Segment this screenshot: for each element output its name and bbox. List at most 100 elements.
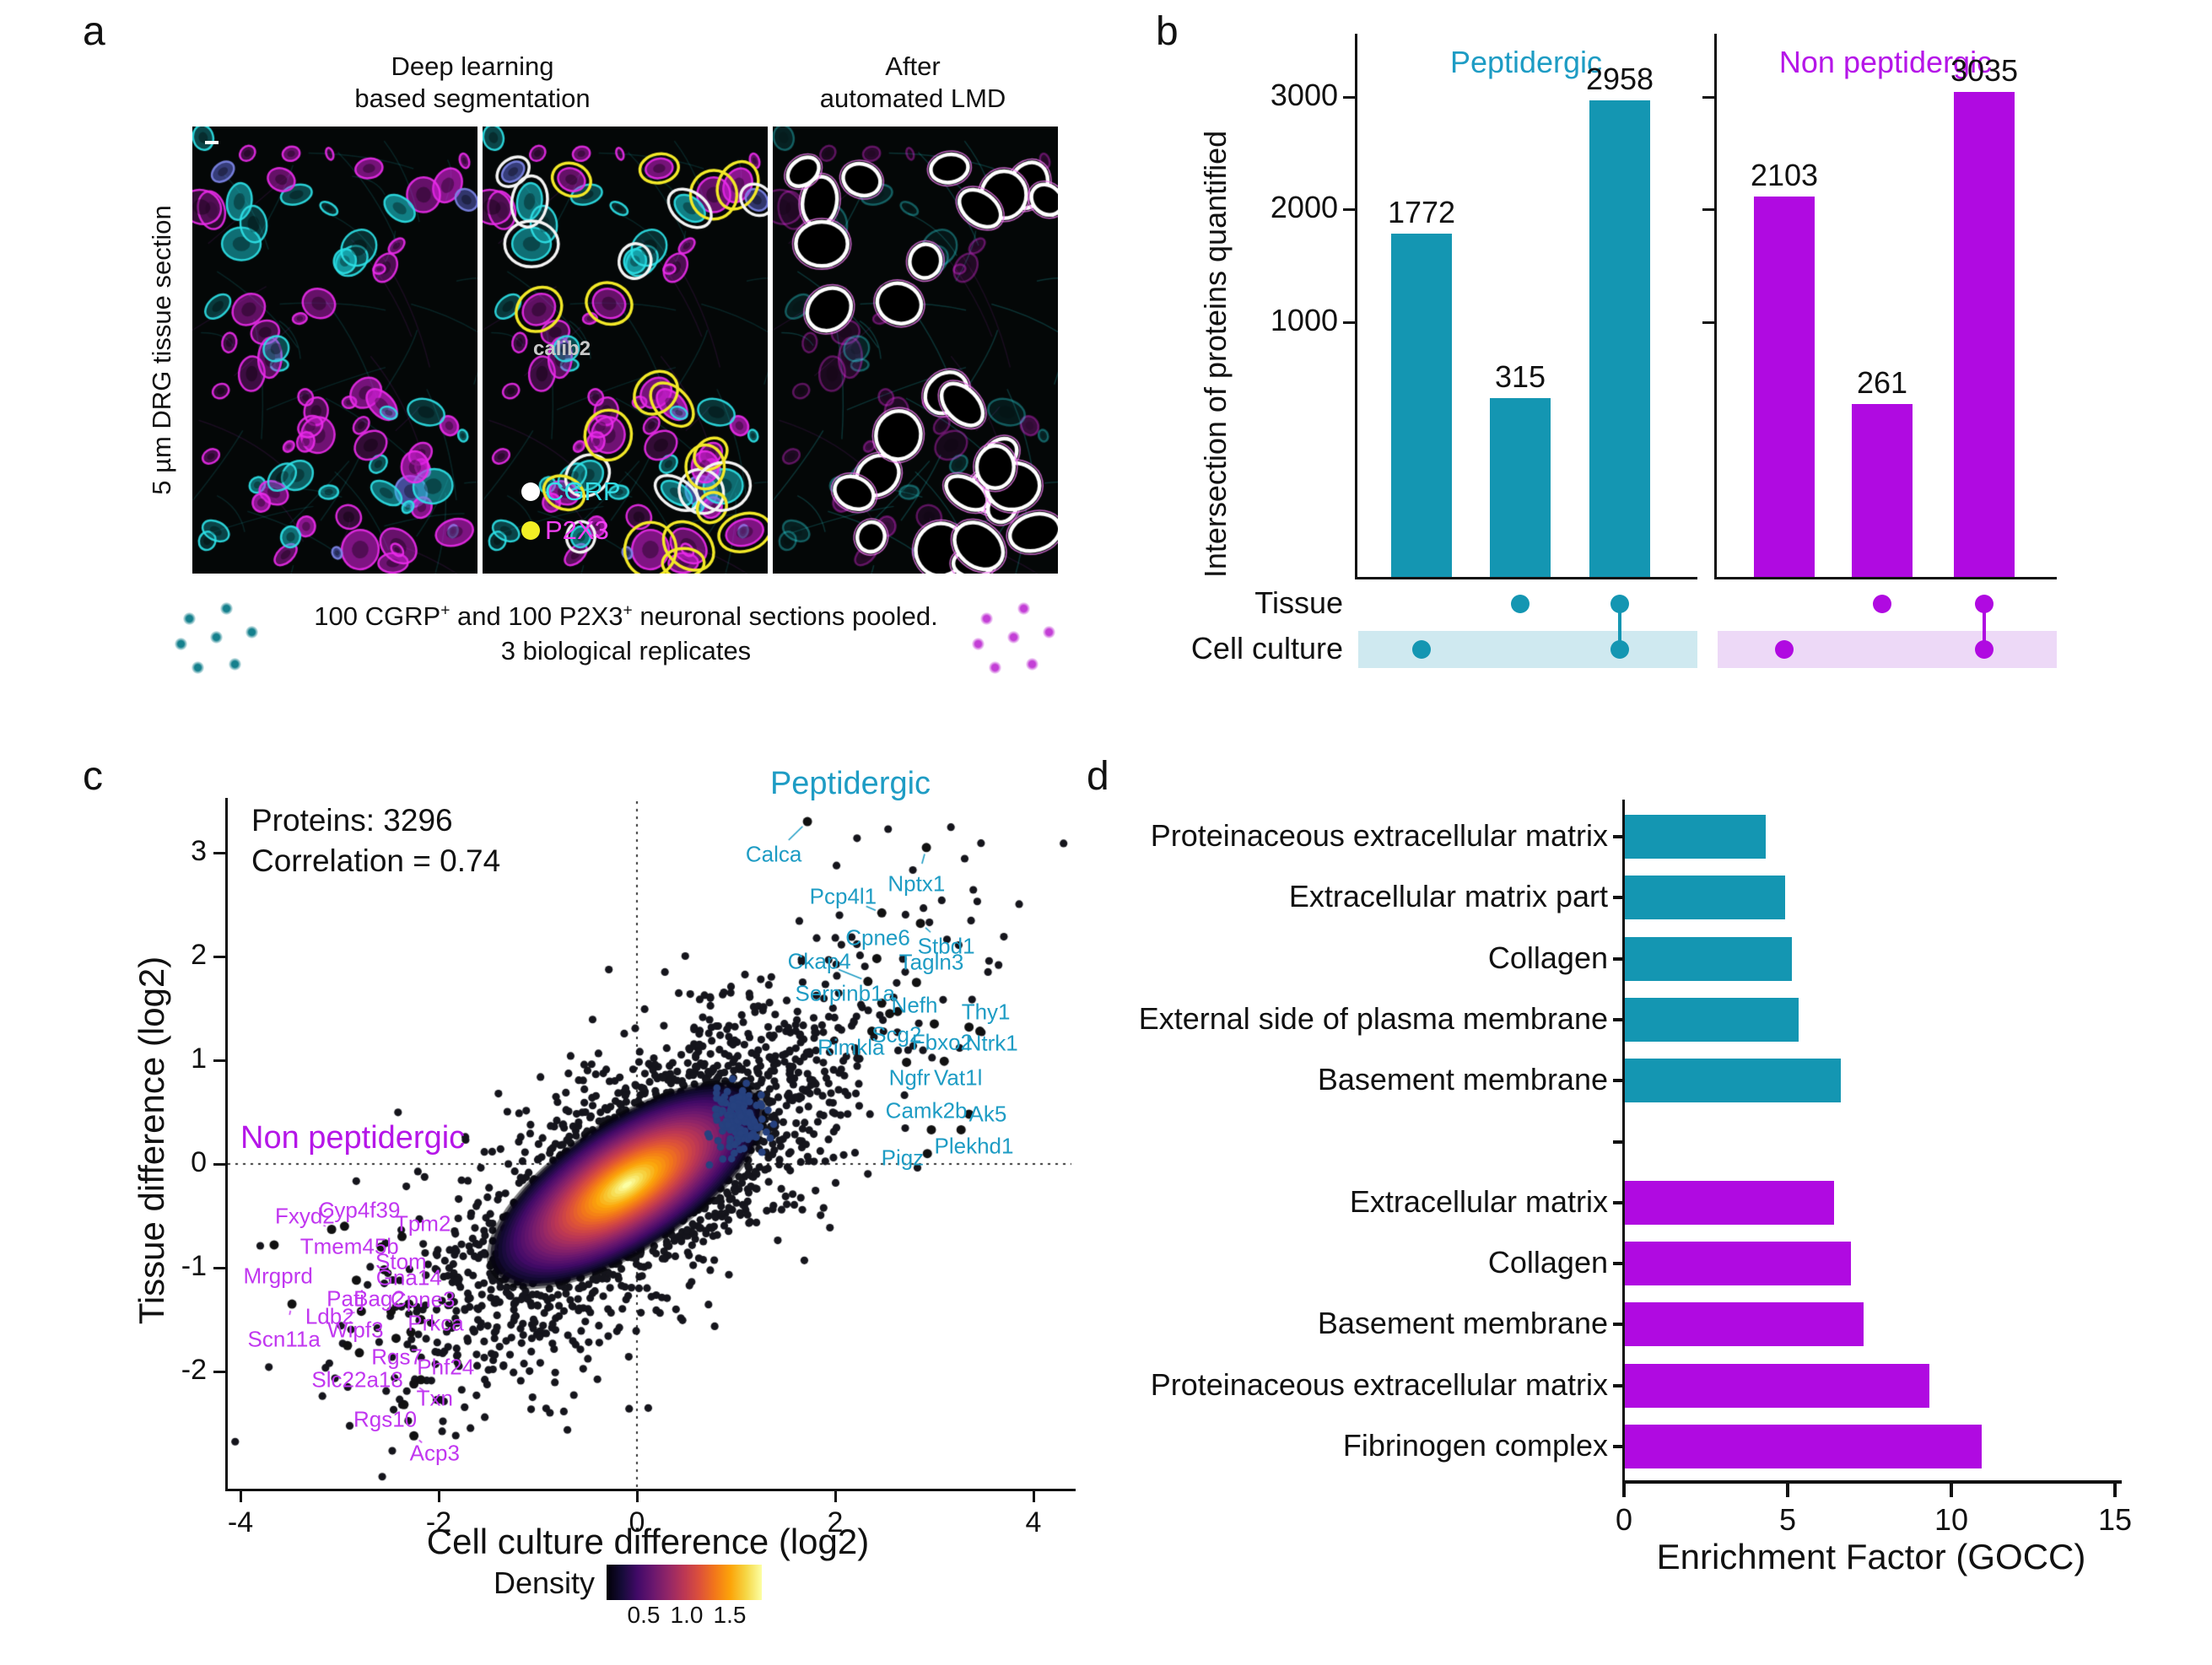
d-category-tick [1613,956,1625,961]
d-category-tick [1613,1383,1625,1388]
pooled-dot [1026,658,1039,671]
pooled-dot [183,612,196,625]
upset-bar-value: 2958 [1585,62,1654,97]
gene-label: Acp3 [409,1440,460,1466]
gene-label: Cyp4f39 [318,1197,401,1223]
scatter-stats-correlation: Correlation = 0.74 [251,843,501,878]
d-category-tick [1613,1140,1625,1144]
gene-label: Wipf3 [327,1317,384,1343]
c-x-tick-label: 2 [827,1506,844,1538]
gene-label: Nefh [891,992,938,1018]
d-category-label: Extracellular matrix [1349,1183,1608,1219]
panel-a-label: a [83,9,105,54]
pooled-note-line1: 100 CGRP+ and 100 P2X3+ neuronal section… [314,601,938,631]
d-category-label: Collagen [1487,1245,1608,1280]
gene-label: Nptx1 [887,870,946,897]
c-x-tick-mark [635,1489,639,1502]
upset-bar-value: 261 [1856,365,1908,401]
c-y-tick-mark [213,1370,225,1373]
c-x-tick-label: 0 [629,1506,645,1538]
scatter-stats-proteins: Proteins: 3296 [251,803,453,838]
gene-label: Ntrk1 [965,1030,1018,1056]
pooled-dot [220,602,233,615]
legend-label-cgrp: CGRP [545,477,621,506]
upset-bar [1954,91,2015,577]
gene-label: Tmem45b [299,1233,399,1259]
b-y-tick-mark [1343,208,1355,211]
panel-c-y-axis-line [225,798,228,1490]
c-y-tick-label: -1 [181,1250,207,1282]
gene-label: Pcp4l1 [809,883,877,909]
pooled-dot [192,661,204,674]
gene-label: Cpne6 [845,924,910,951]
c-x-tick-mark [239,1489,242,1502]
d-x-tick-label: 15 [2097,1502,2133,1537]
d-category-tick [1613,1323,1625,1327]
upset-bar [1589,100,1650,577]
c-x-tick-mark [1032,1489,1035,1502]
c-y-tick-mark [213,955,225,958]
panel-c-x-axis-line [225,1489,1076,1491]
gene-label: Stbd1 [917,933,975,959]
b-y-tick-label: 3000 [1270,77,1338,112]
micrograph-after-lmd [773,127,1058,574]
upset-bar [1490,397,1551,577]
d-bar [1625,1059,1842,1103]
gene-label: Mrgprd [243,1263,313,1289]
d-category-tick [1613,1200,1625,1204]
density-colorbar [607,1565,762,1600]
d-category-label: Proteinaceous extracellular matrix [1150,818,1608,853]
gene-label: Tpm2 [394,1210,451,1237]
b-y-tick-mark [1343,95,1355,99]
c-y-tick-mark [213,1266,225,1269]
d-category-label: Collagen [1487,940,1608,975]
b-y-tick-mark [1702,95,1714,99]
gene-label: Gna14 [375,1264,442,1291]
gene-label: Plekhd1 [934,1133,1014,1159]
pooled-dot [229,658,241,671]
gene-label: Scg2 [871,1021,922,1048]
b-y-axis-line [1355,34,1357,579]
cell-tag: calib2 [533,337,591,360]
gene-label: Scn11a [247,1326,321,1352]
scale-bar [205,141,219,144]
b-y-tick-mark [1702,208,1714,211]
d-category-tick [1613,1445,1625,1448]
scatter-title-non-peptidergic: Non peptidergic [240,1120,466,1156]
c-x-tick-label: -2 [425,1506,452,1538]
pooled-sections-icon-p2x3 [970,589,1063,674]
cell-culture-dot [1412,640,1431,659]
d-bar [1625,1302,1864,1347]
column-title-lmd: After automated LMD [820,51,1006,115]
d-category-label: Proteinaceous extracellular matrix [1150,1366,1608,1402]
gene-label: Phf24 [417,1354,475,1380]
d-category-tick [1613,1079,1625,1083]
gene-label: Camk2b [885,1097,968,1123]
density-legend-label: Density [493,1565,595,1600]
d-x-tick-label: 10 [1934,1502,1969,1537]
set-row-label: Cell culture [1190,631,1343,665]
pooled-dot [972,638,985,650]
c-y-tick-label: 3 [191,835,207,867]
gene-label: Patj [326,1285,364,1312]
d-category-label: Basement membrane [1317,1062,1608,1097]
pooled-sections-icon-cgrp [173,589,266,674]
gene-label: Prkca [407,1310,464,1336]
b-x-axis-line [1714,577,2057,579]
pooled-note-line2: 3 biological replicates [500,636,752,665]
upset-bar-value: 1772 [1387,195,1456,230]
density-tick-label: 0.5 [627,1602,661,1628]
b-y-tick-mark [1343,321,1355,324]
d-bar [1625,1180,1835,1225]
d-category-label: Basement membrane [1317,1306,1608,1341]
b-y-tick-mark [1702,321,1714,324]
cell-culture-dot [1975,640,1993,659]
gene-label: Thy1 [961,999,1011,1025]
panel-d-label: d [1087,754,1109,799]
c-y-tick-mark [213,1059,225,1062]
gene-label: Bag2 [353,1285,405,1312]
gene-label: Rgs10 [353,1406,418,1432]
d-x-tick-mark [1786,1484,1789,1497]
b-y-axis-line [1714,34,1717,579]
column-title-segmentation: Deep learning based segmentation [354,51,590,115]
